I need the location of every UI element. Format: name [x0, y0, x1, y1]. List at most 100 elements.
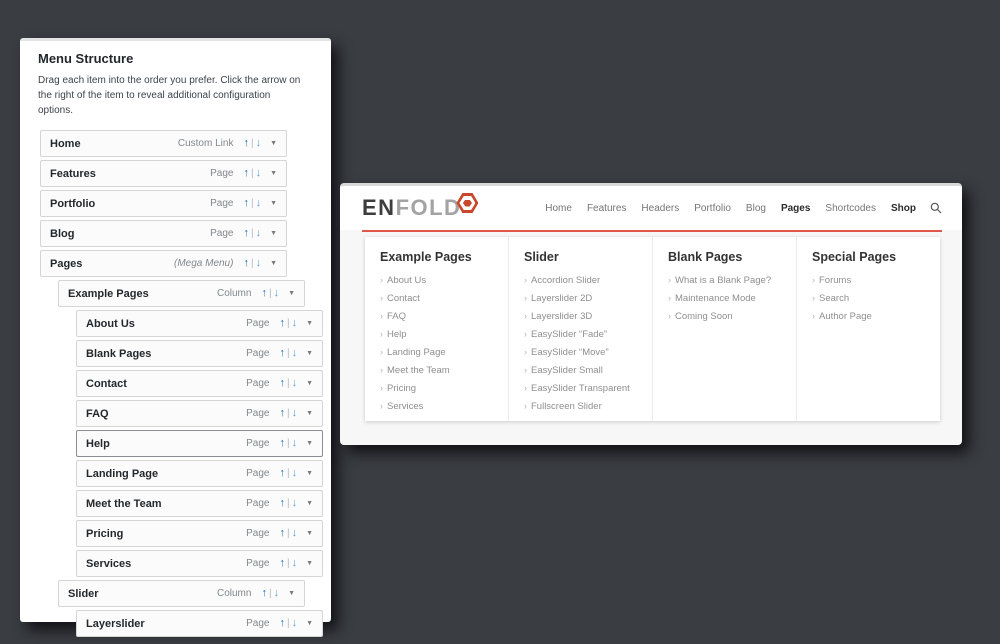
mega-menu-link[interactable]: › Coming Soon	[668, 311, 788, 322]
move-up-arrow-icon[interactable]: ↑	[261, 587, 267, 599]
nav-item-features[interactable]: Features	[586, 202, 627, 214]
mega-menu-link[interactable]: › Pricing	[380, 383, 500, 394]
mega-column-heading[interactable]: Special Pages	[812, 250, 897, 264]
move-up-arrow-icon[interactable]: ↑	[279, 497, 285, 509]
mega-menu-link[interactable]: › EasySlider “Fade”	[524, 329, 644, 340]
move-up-arrow-icon[interactable]: ↑	[279, 407, 285, 419]
expand-chevron-icon[interactable]: ▼	[306, 500, 313, 507]
mega-menu-link[interactable]: › Layerslider 2D	[524, 293, 644, 304]
menu-item-row[interactable]: Meet the Team Page ↑ | ↓ ▼	[76, 490, 323, 517]
expand-chevron-icon[interactable]: ▼	[306, 410, 313, 417]
expand-chevron-icon[interactable]: ▼	[306, 440, 313, 447]
move-down-arrow-icon[interactable]: ↓	[291, 317, 298, 329]
expand-chevron-icon[interactable]: ▼	[306, 620, 313, 627]
menu-item-row[interactable]: Pages (Mega Menu) ↑ | ↓ ▼	[40, 250, 287, 277]
mega-menu-link[interactable]: › Author Page	[812, 311, 932, 322]
expand-chevron-icon[interactable]: ▼	[306, 350, 313, 357]
move-up-arrow-icon[interactable]: ↑	[279, 557, 285, 569]
move-up-arrow-icon[interactable]: ↑	[279, 347, 285, 359]
menu-item-row[interactable]: Example Pages Column ↑ | ↓ ▼	[58, 280, 305, 307]
move-down-arrow-icon[interactable]: ↓	[291, 347, 298, 359]
move-up-arrow-icon[interactable]: ↑	[279, 617, 285, 629]
mega-menu-link[interactable]: › Landing Page	[380, 347, 500, 358]
mega-menu-link[interactable]: › What is a Blank Page?	[668, 275, 788, 286]
move-up-arrow-icon[interactable]: ↑	[261, 287, 267, 299]
expand-chevron-icon[interactable]: ▼	[306, 560, 313, 567]
mega-menu-link[interactable]: › EasySlider Small	[524, 365, 644, 376]
move-up-arrow-icon[interactable]: ↑	[279, 467, 285, 479]
expand-chevron-icon[interactable]: ▼	[306, 380, 313, 387]
move-up-arrow-icon[interactable]: ↑	[279, 317, 285, 329]
mega-menu-link[interactable]: › EasySlider “Move”	[524, 347, 644, 358]
expand-chevron-icon[interactable]: ▼	[270, 230, 277, 237]
expand-chevron-icon[interactable]: ▼	[270, 260, 277, 267]
move-down-arrow-icon[interactable]: ↓	[291, 557, 298, 569]
expand-chevron-icon[interactable]: ▼	[306, 320, 313, 327]
mega-menu-link[interactable]: › Forums	[812, 275, 932, 286]
move-down-arrow-icon[interactable]: ↓	[291, 467, 298, 479]
expand-chevron-icon[interactable]: ▼	[288, 590, 295, 597]
menu-item-row[interactable]: Blank Pages Page ↑ | ↓ ▼	[76, 340, 323, 367]
menu-item-row[interactable]: Landing Page Page ↑ | ↓ ▼	[76, 460, 323, 487]
mega-menu-link[interactable]: › Search	[812, 293, 932, 304]
move-up-arrow-icon[interactable]: ↑	[279, 377, 285, 389]
menu-item-row[interactable]: Slider Column ↑ | ↓ ▼	[58, 580, 305, 607]
menu-item-row[interactable]: Portfolio Page ↑ | ↓ ▼	[40, 190, 287, 217]
move-down-arrow-icon[interactable]: ↓	[291, 497, 298, 509]
move-down-arrow-icon[interactable]: ↓	[291, 527, 298, 539]
expand-chevron-icon[interactable]: ▼	[288, 290, 295, 297]
expand-chevron-icon[interactable]: ▼	[306, 530, 313, 537]
nav-item-headers[interactable]: Headers	[641, 202, 680, 214]
mega-column-heading[interactable]: Slider	[524, 250, 559, 264]
move-down-arrow-icon[interactable]: ↓	[255, 227, 262, 239]
search-icon[interactable]	[930, 202, 942, 214]
move-up-arrow-icon[interactable]: ↑	[243, 257, 249, 269]
move-down-arrow-icon[interactable]: ↓	[255, 167, 262, 179]
expand-chevron-icon[interactable]: ▼	[270, 140, 277, 147]
menu-item-row[interactable]: About Us Page ↑ | ↓ ▼	[76, 310, 323, 337]
mega-menu-link[interactable]: › Layerslider 3D	[524, 311, 644, 322]
nav-item-portfolio[interactable]: Portfolio	[694, 202, 731, 214]
menu-item-row[interactable]: Blog Page ↑ | ↓ ▼	[40, 220, 287, 247]
menu-item-row[interactable]: FAQ Page ↑ | ↓ ▼	[76, 400, 323, 427]
move-down-arrow-icon[interactable]: ↓	[291, 407, 298, 419]
mega-menu-link[interactable]: › FAQ	[380, 311, 500, 322]
move-down-arrow-icon[interactable]: ↓	[255, 137, 262, 149]
nav-item-blog[interactable]: Blog	[745, 202, 766, 214]
mega-menu-link[interactable]: › Help	[380, 329, 500, 340]
move-down-arrow-icon[interactable]: ↓	[291, 377, 298, 389]
move-up-arrow-icon[interactable]: ↑	[243, 137, 249, 149]
move-down-arrow-icon[interactable]: ↓	[291, 437, 298, 449]
menu-item-row[interactable]: Home Custom Link ↑ | ↓ ▼	[40, 130, 287, 157]
menu-item-row[interactable]: Layerslider Page ↑ | ↓ ▼	[76, 610, 323, 637]
move-down-arrow-icon[interactable]: ↓	[273, 287, 280, 299]
move-down-arrow-icon[interactable]: ↓	[255, 197, 262, 209]
mega-menu-link[interactable]: › About Us	[380, 275, 500, 286]
menu-item-row[interactable]: Services Page ↑ | ↓ ▼	[76, 550, 323, 577]
mega-menu-link[interactable]: › Accordion Slider	[524, 275, 644, 286]
menu-item-row[interactable]: Help Page ↑ | ↓ ▼	[76, 430, 323, 457]
menu-item-row[interactable]: Pricing Page ↑ | ↓ ▼	[76, 520, 323, 547]
mega-menu-link[interactable]: › Contact	[380, 293, 500, 304]
mega-menu-link[interactable]: › Fullscreen Slider	[524, 401, 644, 412]
move-up-arrow-icon[interactable]: ↑	[243, 197, 249, 209]
move-down-arrow-icon[interactable]: ↓	[255, 257, 262, 269]
nav-item-shop[interactable]: Shop	[891, 202, 916, 214]
enfold-logo[interactable]: EN FOLD	[362, 193, 479, 221]
move-up-arrow-icon[interactable]: ↑	[279, 437, 285, 449]
menu-item-row[interactable]: Features Page ↑ | ↓ ▼	[40, 160, 287, 187]
move-up-arrow-icon[interactable]: ↑	[279, 527, 285, 539]
expand-chevron-icon[interactable]: ▼	[270, 170, 277, 177]
mega-menu-link[interactable]: › EasySlider Transparent	[524, 383, 644, 394]
expand-chevron-icon[interactable]: ▼	[270, 200, 277, 207]
mega-menu-link[interactable]: › Maintenance Mode	[668, 293, 788, 304]
nav-item-pages[interactable]: Pages	[780, 202, 811, 214]
mega-column-heading[interactable]: Example Pages	[380, 250, 472, 264]
nav-item-shortcodes[interactable]: Shortcodes	[825, 202, 876, 214]
move-up-arrow-icon[interactable]: ↑	[243, 227, 249, 239]
menu-item-row[interactable]: Contact Page ↑ | ↓ ▼	[76, 370, 323, 397]
expand-chevron-icon[interactable]: ▼	[306, 470, 313, 477]
move-down-arrow-icon[interactable]: ↓	[273, 587, 280, 599]
move-down-arrow-icon[interactable]: ↓	[291, 617, 298, 629]
nav-item-home[interactable]: Home	[545, 202, 572, 214]
